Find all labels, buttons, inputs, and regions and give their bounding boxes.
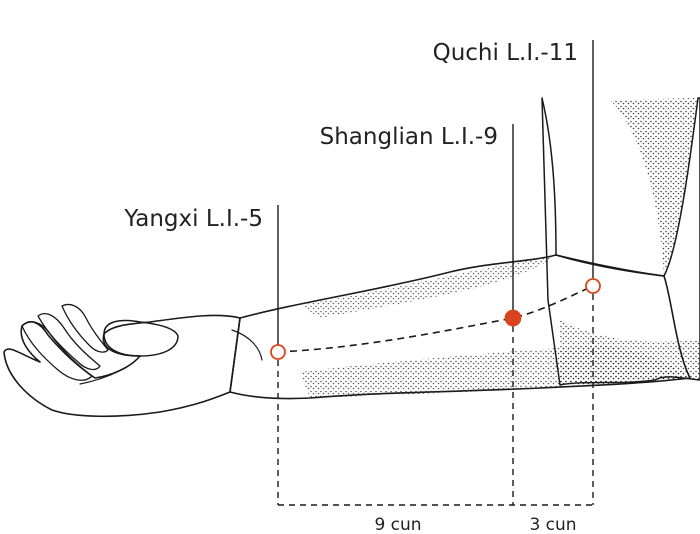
measurement-label-3-cun: 3 cun [529,515,576,534]
wrist-crease [231,329,263,361]
palm-crease [79,365,129,385]
point-marker-shanglian [504,309,522,327]
finger-middle [37,313,101,371]
forearm-shade-top [300,255,556,318]
hand-outline [3,314,241,418]
thumb-outline [103,319,179,357]
forearm-shade-bottom [300,345,690,398]
finger-ring [61,303,109,353]
point-label-yangxi: Yangxi L.I.-5 [123,206,263,232]
finger-index [21,321,93,381]
channel-path [277,285,594,353]
measurement-label-9-cun: 9 cun [374,515,421,534]
point-label-quchi: Quchi L.I.-11 [433,40,578,66]
point-marker-yangxi [270,344,286,360]
point-marker-quchi [585,278,601,294]
upper-arm-shade [610,98,698,276]
point-label-shanglian: Shanglian L.I.-9 [320,124,498,150]
